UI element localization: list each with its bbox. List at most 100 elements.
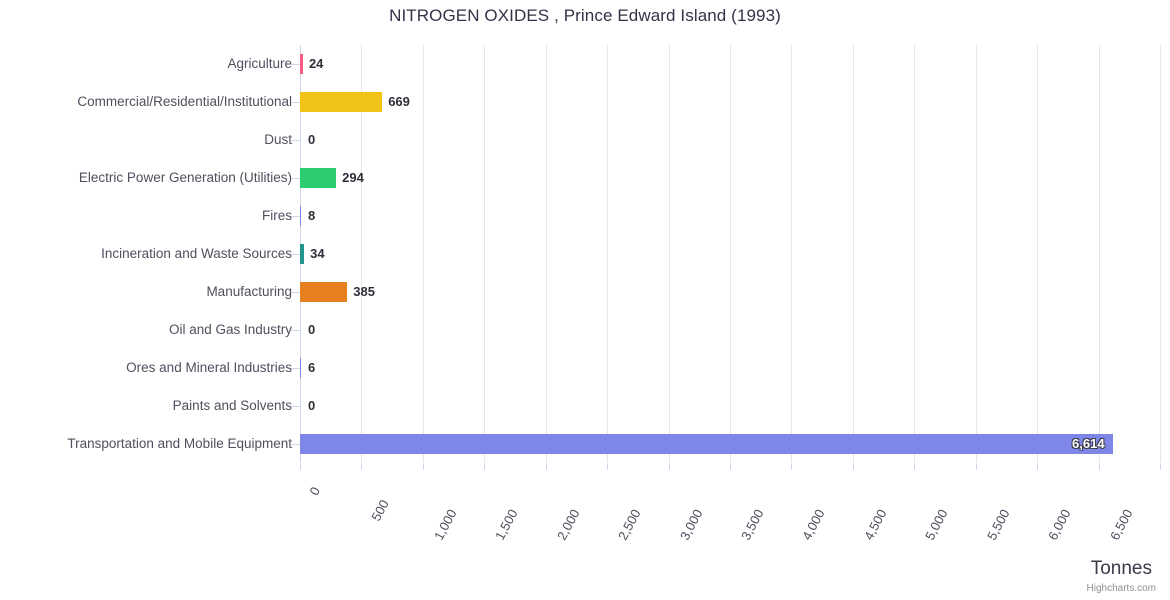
value-axis-labels: 0 500 1,000 1,500 2,000 2,500 3,000 3,500 4,000 4… bbox=[300, 464, 1170, 543]
value-tick-label: 3,500 bbox=[738, 478, 782, 543]
value-tick-label-text: 2,000 bbox=[553, 506, 583, 543]
bar-value-label: 24 bbox=[308, 56, 324, 71]
value-tick-label: 2,500 bbox=[615, 478, 659, 543]
value-tick-label: 6,000 bbox=[1045, 478, 1089, 543]
bar-series: 24 669 0 294 8 34 385 0 6 0 6,614 bbox=[300, 45, 1160, 463]
value-tick bbox=[545, 464, 547, 470]
category-label: Oil and Gas Industry bbox=[168, 322, 292, 337]
bar[interactable] bbox=[300, 168, 337, 188]
category-tick bbox=[291, 444, 300, 445]
bar-value-label: 385 bbox=[353, 284, 375, 299]
bar-row: 0 bbox=[300, 387, 1160, 425]
value-tick-label-text: 0 bbox=[306, 484, 324, 498]
bar[interactable] bbox=[300, 206, 301, 226]
value-tick bbox=[668, 464, 670, 470]
axis-title-tonnes: Tonnes bbox=[1090, 558, 1152, 579]
bar-value-label: 0 bbox=[308, 322, 316, 337]
category-label: Transportation and Mobile Equipment bbox=[67, 436, 292, 451]
value-tick-label: 5,000 bbox=[922, 478, 967, 543]
bar-value-label: 669 bbox=[388, 94, 410, 109]
bar[interactable] bbox=[300, 92, 383, 112]
value-tick bbox=[730, 464, 731, 470]
bar[interactable] bbox=[300, 244, 305, 264]
category-label: Electric Power Generation (Utilities) bbox=[78, 170, 292, 185]
highcharts-credit[interactable]: Highcharts.com bbox=[1086, 583, 1156, 594]
value-tick bbox=[1098, 464, 1100, 470]
bar-row: 24 bbox=[300, 45, 1160, 83]
category-tick bbox=[291, 330, 300, 331]
value-tick-label: 1,000 bbox=[431, 478, 475, 543]
bar-value-label: 6,614 bbox=[1072, 436, 1105, 451]
value-tick-label-text: 3,500 bbox=[737, 506, 767, 543]
category-tick bbox=[291, 368, 300, 369]
category-label: Incineration and Waste Sources bbox=[101, 246, 292, 261]
bar[interactable] bbox=[300, 434, 1113, 454]
value-tick-label-text: 6,500 bbox=[1106, 506, 1136, 543]
category-tick bbox=[291, 178, 300, 179]
value-tick bbox=[852, 464, 854, 470]
value-tick-label-text: 5,000 bbox=[922, 506, 951, 543]
value-tick-label-text: 6,000 bbox=[1045, 506, 1074, 543]
bar-row: 6 bbox=[300, 349, 1160, 387]
value-tick-label: 2,000 bbox=[554, 478, 598, 543]
value-tick-label: 6,500 bbox=[1107, 478, 1151, 543]
bar-value-label: 8 bbox=[308, 208, 316, 223]
bar-row: 0 bbox=[300, 121, 1160, 159]
bar-value-label: 34 bbox=[310, 246, 325, 261]
value-tick-label-text: 4,000 bbox=[799, 506, 828, 543]
category-axis-labels: Agriculture Commercial/Residential/Instit… bbox=[0, 45, 300, 463]
value-tick-label-text: 1,000 bbox=[430, 506, 460, 543]
value-tick-label-text: 4,500 bbox=[860, 506, 890, 543]
bar-row: 294 bbox=[300, 159, 1160, 197]
bar-row: 8 bbox=[300, 197, 1160, 235]
value-tick bbox=[361, 464, 363, 470]
value-tick-label: 4,500 bbox=[861, 478, 905, 543]
value-tick-label-text: 5,500 bbox=[983, 506, 1013, 543]
category-tick bbox=[291, 64, 300, 65]
value-tick-label-text: 500 bbox=[368, 497, 393, 524]
value-tick bbox=[422, 464, 424, 470]
value-tick-label: 0 bbox=[306, 478, 327, 497]
category-label: Paints and Solvents bbox=[172, 398, 292, 413]
category-tick bbox=[291, 102, 300, 103]
plot-area: 24 669 0 294 8 34 385 0 6 0 6,614 bbox=[300, 45, 1161, 463]
category-label: Commercial/Residential/Institutional bbox=[77, 94, 292, 109]
value-tick bbox=[791, 464, 793, 470]
category-label: Dust bbox=[264, 132, 292, 147]
value-tick-label-text: 1,500 bbox=[492, 506, 521, 543]
bar-row: 0 bbox=[300, 311, 1160, 349]
value-tick-label: 3,000 bbox=[677, 478, 721, 543]
category-tick bbox=[291, 216, 300, 217]
bar-row: 34 bbox=[300, 235, 1160, 273]
value-tick bbox=[300, 464, 301, 470]
bar-row: 385 bbox=[300, 273, 1160, 311]
gridline bbox=[1160, 45, 1161, 463]
category-label: Fires bbox=[262, 208, 292, 223]
bar[interactable] bbox=[300, 54, 303, 74]
value-tick bbox=[1160, 464, 1161, 470]
category-tick bbox=[291, 292, 300, 293]
value-tick-label-text: 2,500 bbox=[615, 506, 644, 543]
value-tick-label: 4,000 bbox=[799, 478, 844, 543]
category-label: Manufacturing bbox=[206, 284, 292, 299]
category-label: Ores and Mineral Industries bbox=[126, 360, 292, 375]
value-tick bbox=[914, 464, 916, 470]
category-tick bbox=[291, 140, 300, 141]
value-tick bbox=[975, 464, 977, 470]
category-tick bbox=[291, 406, 300, 407]
chart-title: NITROGEN OXIDES , Prince Edward Island (… bbox=[389, 6, 781, 25]
value-tick-label: 1,500 bbox=[492, 478, 537, 543]
bar[interactable] bbox=[300, 358, 301, 378]
category-label: Agriculture bbox=[227, 56, 292, 71]
bar-value-label: 0 bbox=[308, 398, 316, 413]
bar-value-label: 6 bbox=[308, 360, 316, 375]
bar-row: 669 bbox=[300, 83, 1160, 121]
bar-value-label: 294 bbox=[342, 170, 364, 185]
value-tick bbox=[484, 464, 486, 470]
category-tick bbox=[291, 254, 300, 255]
value-tick-label: 500 bbox=[369, 478, 402, 523]
value-tick-label: 5,500 bbox=[984, 478, 1028, 543]
bar[interactable] bbox=[300, 282, 348, 302]
value-tick bbox=[607, 464, 609, 470]
